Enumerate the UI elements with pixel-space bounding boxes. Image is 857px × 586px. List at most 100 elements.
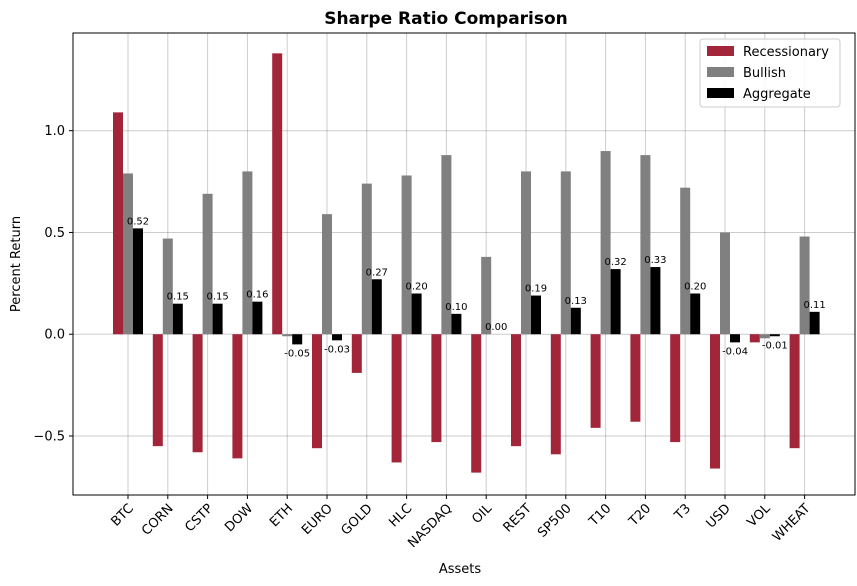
bar-recessionary (113, 112, 123, 335)
x-tick-label: T20 (626, 501, 655, 530)
bar-aggregate (610, 269, 621, 335)
bar-recessionary (312, 334, 322, 449)
legend-swatch-aggregate (707, 88, 734, 98)
bar-aggregate (809, 311, 820, 335)
bar-aggregate (730, 334, 740, 343)
legend: Recessionary Bullish Aggregate (699, 38, 841, 108)
x-tick-label: HLC (386, 501, 415, 530)
bar-recessionary (789, 334, 800, 449)
bar-recessionary (232, 334, 243, 459)
bar-aggregate (411, 293, 422, 335)
x-tick-label: T10 (586, 501, 615, 530)
bar-aggregate (570, 307, 581, 335)
x-tick-label: T3 (671, 501, 694, 524)
bar-aggregate (690, 293, 701, 335)
bar-bullish (680, 187, 691, 335)
y-tick-label: 1.0 (44, 124, 65, 139)
aggregate-data-label: 0.00 (485, 322, 507, 333)
bar-recessionary (192, 334, 203, 453)
bar-recessionary (710, 334, 720, 469)
x-tick-label: EURO (299, 501, 336, 538)
aggregate-data-label: 0.20 (405, 282, 427, 293)
bar-aggregate (451, 313, 462, 335)
aggregate-data-label: -0.04 (722, 346, 748, 357)
bar-bullish (759, 334, 770, 339)
bar-aggregate (332, 334, 342, 341)
x-tick-label: WHEAT (770, 501, 814, 545)
bar-aggregate (212, 303, 223, 335)
bar-recessionary (391, 334, 402, 463)
legend-label-aggregate: Aggregate (743, 87, 811, 102)
bar-aggregate (292, 334, 303, 345)
data-labels-layer: 0.52 0.15 0.15 0.16 -0.05 -0.03 0.27 0.20 0.10 0.… (127, 216, 826, 359)
y-axis: −0.5 0.0 0.5 1.0 (33, 124, 73, 444)
bar-bullish (282, 334, 293, 337)
y-axis-label: Percent Return (9, 216, 24, 312)
bar-recessionary (511, 334, 521, 447)
chart-title: Sharpe Ratio Comparison (324, 9, 568, 29)
y-tick-label: 0.5 (44, 226, 65, 241)
x-tick-label: VOL (745, 501, 775, 531)
bar-bullish (481, 256, 492, 335)
y-tick-label: −0.5 (33, 429, 65, 444)
bar-recessionary (670, 334, 681, 443)
legend-swatch-bullish (707, 67, 734, 77)
bar-recessionary (749, 334, 760, 343)
aggregate-data-label: 0.11 (803, 300, 825, 311)
aggregate-data-label: -0.03 (324, 344, 350, 355)
bar-bullish (799, 236, 810, 335)
aggregate-data-label: 0.27 (366, 267, 388, 278)
aggregate-data-label: 0.15 (206, 292, 228, 303)
bar-recessionary (550, 334, 561, 455)
aggregate-data-label: 0.13 (565, 296, 587, 307)
x-tick-label: BTC (108, 501, 136, 529)
bar-bullish (441, 155, 452, 335)
bar-bullish (720, 232, 730, 335)
bar-aggregate (172, 303, 183, 335)
x-tick-label: NASDAQ (405, 501, 455, 551)
bar-aggregate (252, 301, 263, 335)
bar-aggregate (650, 267, 661, 335)
bar-recessionary (590, 334, 601, 428)
bar-aggregate (769, 334, 780, 337)
bar-bullish (162, 238, 173, 335)
x-tick-label: GOLD (338, 501, 375, 538)
bars-layer (113, 53, 820, 473)
bar-recessionary (351, 334, 362, 373)
x-axis-label: Assets (439, 562, 482, 577)
legend-label-recessionary: Recessionary (743, 45, 829, 60)
aggregate-data-label: 0.52 (127, 216, 149, 227)
bar-bullish (401, 175, 412, 335)
x-tick-label: USD (704, 501, 734, 531)
bar-recessionary (272, 53, 283, 335)
x-tick-label: SP500 (535, 501, 575, 541)
aggregate-data-label: 0.10 (445, 302, 467, 313)
aggregate-data-label: 0.33 (644, 255, 666, 266)
bar-bullish (322, 214, 332, 335)
bar-bullish (242, 171, 253, 335)
x-tick-label: CORN (139, 501, 177, 539)
bar-recessionary (431, 334, 442, 443)
bar-bullish (640, 155, 651, 335)
aggregate-data-label: 0.15 (167, 292, 189, 303)
legend-box (699, 38, 841, 108)
legend-label-bullish: Bullish (743, 66, 786, 81)
aggregate-data-label: 0.16 (246, 290, 268, 301)
bar-aggregate (371, 279, 382, 335)
aggregate-data-label: 0.32 (604, 257, 626, 268)
aggregate-data-label: -0.05 (284, 348, 310, 359)
x-tick-label: OIL (469, 501, 495, 527)
aggregate-data-label: -0.01 (762, 340, 788, 351)
aggregate-data-label: 0.19 (525, 284, 547, 295)
bar-bullish (123, 173, 133, 335)
x-tick-label: CSTP (182, 501, 216, 535)
bar-recessionary (471, 334, 482, 473)
x-tick-label: REST (501, 501, 535, 535)
plot-frame (72, 32, 856, 496)
x-tick-label: ETH (267, 501, 296, 530)
bar-bullish (521, 171, 531, 335)
bar-aggregate (531, 295, 541, 335)
y-tick-label: 0.0 (44, 328, 65, 343)
bar-bullish (560, 171, 571, 335)
